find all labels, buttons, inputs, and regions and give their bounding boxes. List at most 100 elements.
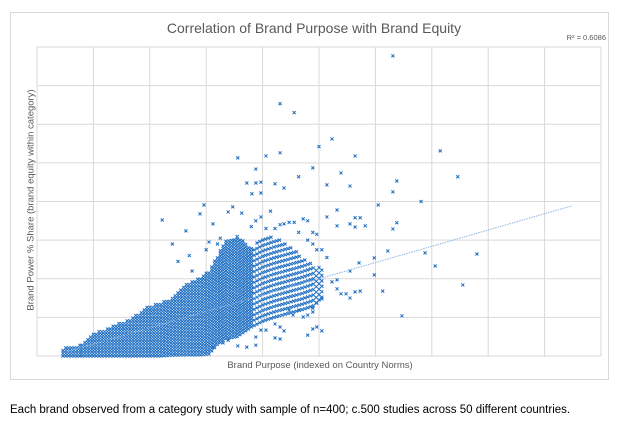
data-point (314, 273, 319, 278)
data-point (257, 245, 262, 249)
data-point (184, 229, 188, 233)
data-point (282, 329, 286, 333)
data-point (291, 313, 295, 317)
data-point (455, 174, 460, 179)
data-point (263, 313, 268, 317)
data-point (280, 259, 285, 263)
data-point (314, 232, 319, 237)
data-point (282, 222, 286, 226)
data-point (314, 247, 319, 252)
data-point (300, 275, 304, 280)
data-point (335, 208, 339, 212)
data-point (301, 217, 306, 221)
data-point (283, 290, 288, 295)
data-point (460, 283, 465, 287)
data-point (266, 306, 271, 311)
data-point (274, 260, 279, 265)
data-point (202, 203, 206, 207)
data-point (263, 248, 268, 252)
data-point (300, 259, 304, 263)
data-point (314, 301, 319, 305)
data-point (272, 283, 276, 287)
data-point (283, 296, 288, 300)
data-point (344, 291, 348, 296)
data-point (277, 265, 282, 270)
data-point (317, 265, 321, 270)
data-point (297, 292, 302, 297)
data-point (221, 244, 225, 248)
data-point (241, 239, 245, 243)
data-point (305, 218, 310, 223)
data-point (305, 333, 310, 337)
data-point (218, 248, 223, 253)
data-point (66, 346, 71, 350)
data-point (330, 279, 334, 284)
data-point (294, 287, 299, 292)
data-point (372, 273, 377, 277)
data-point (269, 311, 273, 315)
data-point (209, 265, 214, 269)
data-point (260, 319, 265, 324)
data-point (167, 299, 172, 304)
data-point (348, 184, 352, 188)
data-point (308, 299, 313, 304)
data-point (305, 262, 310, 267)
data-point (274, 314, 279, 319)
data-point (268, 209, 273, 214)
data-point (380, 289, 385, 293)
data-point (294, 276, 299, 281)
data-point (305, 238, 310, 242)
data-point (221, 341, 225, 345)
data-point (310, 306, 315, 310)
data-point (230, 205, 235, 209)
data-point (286, 246, 290, 251)
data-point (294, 255, 299, 259)
data-point (252, 323, 256, 328)
data-point (291, 266, 296, 271)
data-point (308, 261, 313, 266)
data-point (91, 332, 96, 337)
data-point (303, 263, 307, 268)
data-point (314, 284, 319, 289)
data-point (269, 278, 273, 283)
data-point (308, 272, 313, 277)
data-point (153, 302, 158, 307)
data-point (286, 262, 290, 267)
data-point (235, 234, 240, 239)
data-point (257, 315, 262, 320)
data-point (260, 286, 265, 291)
data-point (303, 290, 307, 295)
data-point (259, 180, 263, 185)
data-point (400, 313, 404, 318)
data-point (266, 290, 271, 295)
data-point (311, 282, 316, 287)
data-point (159, 302, 163, 307)
data-point (269, 273, 273, 277)
data-point (269, 240, 273, 245)
data-point (226, 238, 231, 243)
data-point (266, 236, 271, 241)
data-point (277, 308, 282, 313)
data-point (253, 335, 258, 339)
data-point (438, 149, 443, 153)
data-point (269, 267, 273, 272)
data-point (277, 292, 282, 297)
data-point (348, 296, 352, 300)
data-point (280, 264, 285, 269)
data-point (274, 282, 279, 287)
data-point (314, 268, 319, 273)
data-point (266, 241, 271, 246)
data-point (269, 284, 273, 288)
data-point (286, 273, 290, 278)
data-point (269, 300, 273, 304)
data-point (224, 239, 228, 244)
data-point (184, 282, 189, 287)
data-point (263, 264, 268, 269)
data-point (296, 230, 301, 235)
data-point (239, 211, 244, 215)
data-point (283, 301, 288, 306)
data-point (211, 345, 215, 349)
data-point (278, 222, 282, 227)
data-point (136, 313, 141, 318)
data-point (300, 264, 304, 269)
